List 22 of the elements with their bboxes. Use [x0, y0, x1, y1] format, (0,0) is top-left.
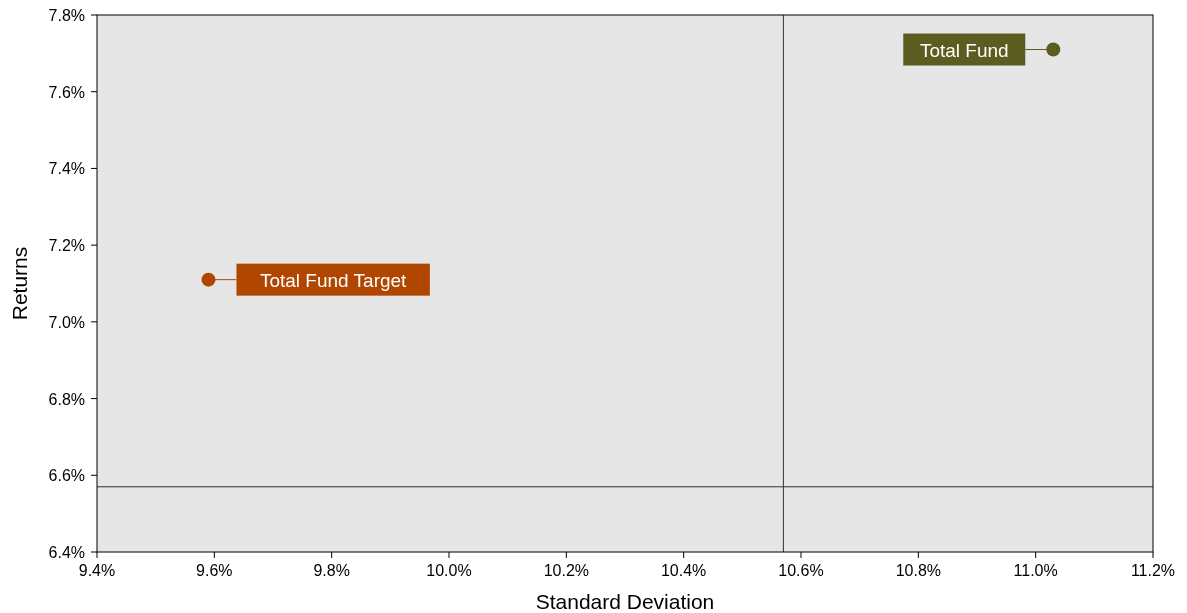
- x-tick-label: 10.4%: [660, 562, 707, 579]
- legend-label: Total Fund Target: [259, 269, 408, 291]
- y-tick-label: 6.6%: [48, 467, 85, 485]
- x-tick-label: 9.4%: [78, 562, 116, 579]
- y-tick-label: 7.2%: [48, 237, 85, 255]
- y-tick-label: 7.4%: [48, 160, 85, 178]
- series-label: Total Fund: [919, 39, 1009, 61]
- x-tick-label: 10.2%: [543, 562, 590, 579]
- x-tick-label: 11.0%: [1013, 562, 1058, 579]
- y-tick-label: 6.4%: [48, 544, 85, 561]
- y-tick-label: 7.8%: [48, 7, 85, 24]
- y-tick-label: 7.0%: [48, 313, 85, 331]
- x-tick-label: 11.2%: [1130, 562, 1176, 579]
- x-tick-label: 10.6%: [778, 562, 824, 579]
- x-axis-title: Standard Deviation: [535, 590, 715, 613]
- y-tick-label: 6.8%: [48, 390, 85, 408]
- x-tick-label: 10.0%: [426, 562, 472, 579]
- x-tick-label: 9.6%: [196, 562, 233, 579]
- y-tick-label: 7.6%: [48, 83, 85, 101]
- x-tick-label: 9.8%: [313, 562, 350, 579]
- x-tick-label: 10.8%: [895, 562, 942, 579]
- y-axis-title: Returns: [8, 246, 31, 321]
